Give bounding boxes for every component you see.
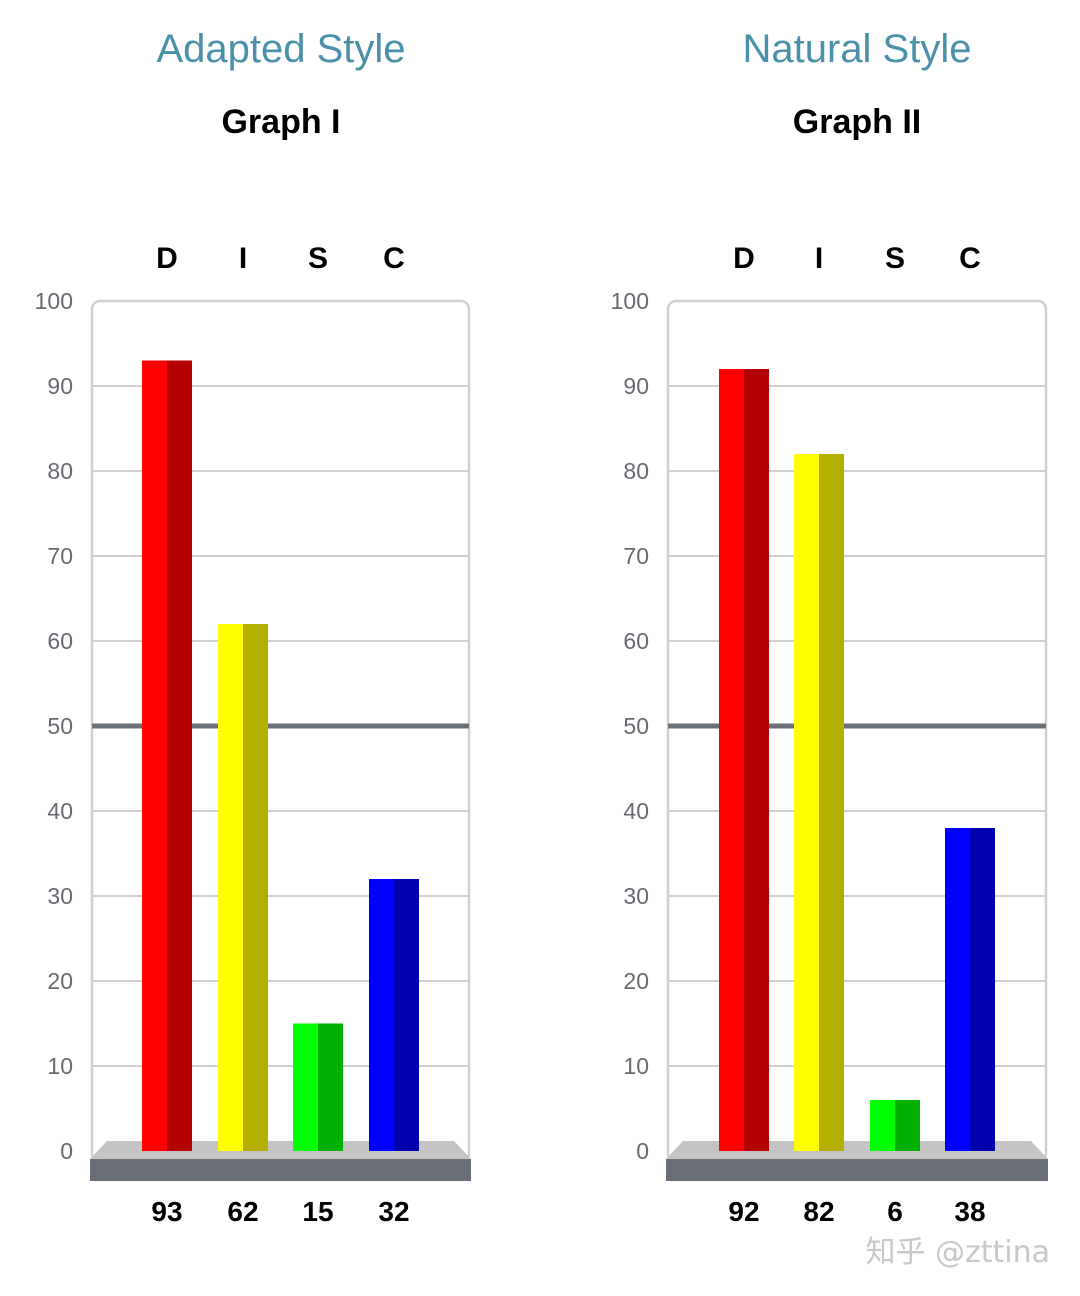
y-tick-label: 100 — [611, 288, 649, 314]
chart-panel-1: Adapted Style Graph I 0 10 20 30 40 50 60 70 80 90 1… — [35, 27, 471, 1227]
y-tick-label: 80 — [47, 458, 73, 484]
bar-S-side — [318, 1023, 343, 1151]
y-tick-label: 30 — [47, 883, 73, 909]
y-tick-label: 70 — [623, 543, 649, 569]
y-tick-label: 60 — [47, 628, 73, 654]
y-tick-label: 90 — [623, 373, 649, 399]
bar-S-front — [293, 1023, 318, 1151]
value-label-S: 6 — [887, 1196, 903, 1227]
category-label-D: D — [733, 242, 755, 275]
y-tick-label: 90 — [47, 373, 73, 399]
bar-C-side — [970, 828, 995, 1151]
value-label-D: 92 — [728, 1196, 759, 1227]
bar-D-side — [167, 360, 192, 1151]
y-tick-label: 40 — [47, 798, 73, 824]
y-tick-label: 100 — [35, 288, 73, 314]
bar-C-front — [369, 879, 394, 1151]
category-label-S: S — [308, 242, 328, 275]
bar-D-front — [142, 360, 167, 1151]
category-label-C: C — [959, 242, 981, 275]
bar-I-side — [243, 624, 268, 1151]
bar-C-side — [394, 879, 419, 1151]
y-tick-label: 0 — [636, 1138, 649, 1164]
value-label-S: 15 — [302, 1196, 333, 1227]
y-tick-label: 50 — [47, 713, 73, 739]
bar-C-front — [945, 828, 970, 1151]
y-tick-label: 40 — [623, 798, 649, 824]
bar-I-front — [218, 624, 243, 1151]
chart-panel-2: Natural Style Graph II 0 10 20 30 40 50 60 70 80 90… — [611, 27, 1048, 1227]
bar-D-side — [744, 369, 769, 1151]
watermark: 知乎 @zttina — [865, 1235, 1050, 1270]
graph-title: Graph I — [221, 103, 340, 141]
style-title: Adapted Style — [156, 27, 405, 71]
y-tick-label: 60 — [623, 628, 649, 654]
base-platform-front — [90, 1159, 471, 1181]
bar-I-front — [794, 454, 819, 1151]
graph-title: Graph II — [793, 103, 921, 141]
y-tick-label: 30 — [623, 883, 649, 909]
value-label-C: 32 — [378, 1196, 409, 1227]
style-title: Natural Style — [743, 27, 972, 71]
bar-S-front — [870, 1100, 895, 1151]
bar-I-side — [819, 454, 844, 1151]
y-tick-label: 10 — [47, 1053, 73, 1079]
y-tick-label: 50 — [623, 713, 649, 739]
bar-S-side — [895, 1100, 920, 1151]
category-label-I: I — [239, 242, 247, 275]
y-tick-label: 10 — [623, 1053, 649, 1079]
y-tick-label: 70 — [47, 543, 73, 569]
category-label-D: D — [156, 242, 178, 275]
base-platform-front — [666, 1159, 1048, 1181]
value-label-I: 82 — [803, 1196, 834, 1227]
value-label-C: 38 — [954, 1196, 985, 1227]
value-label-D: 93 — [151, 1196, 182, 1227]
y-tick-label: 80 — [623, 458, 649, 484]
category-label-S: S — [885, 242, 905, 275]
value-label-I: 62 — [227, 1196, 258, 1227]
bar-D-front — [719, 369, 744, 1151]
category-label-C: C — [383, 242, 405, 275]
y-tick-label: 20 — [623, 968, 649, 994]
y-tick-label: 20 — [47, 968, 73, 994]
y-tick-label: 0 — [60, 1138, 73, 1164]
category-label-I: I — [815, 242, 823, 275]
